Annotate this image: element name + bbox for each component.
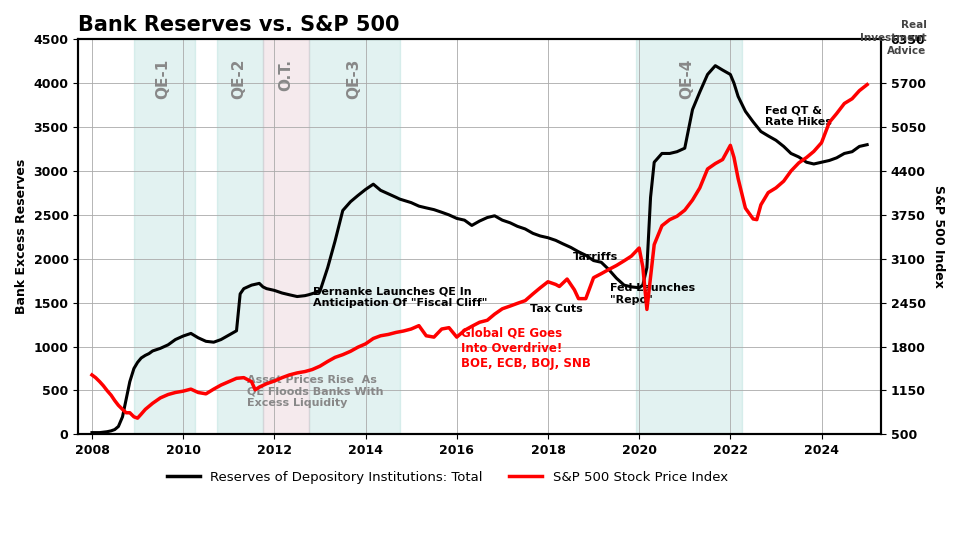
Text: Tarriffs: Tarriffs bbox=[573, 252, 618, 262]
Y-axis label: Bank Excess Reserves: Bank Excess Reserves bbox=[15, 159, 28, 315]
Bar bbox=[133, 39, 195, 435]
Text: O.T.: O.T. bbox=[278, 59, 293, 91]
Y-axis label: S&P 500 Index: S&P 500 Index bbox=[932, 185, 945, 288]
Text: QE-4: QE-4 bbox=[680, 59, 694, 99]
Text: Fed Launches
"Repo": Fed Launches "Repo" bbox=[610, 283, 695, 305]
Text: Tax Cuts: Tax Cuts bbox=[530, 304, 583, 314]
Text: QE-1: QE-1 bbox=[156, 59, 170, 99]
Text: QE-2: QE-2 bbox=[231, 59, 247, 99]
Bar bbox=[263, 39, 308, 435]
Text: Real
Investment
Advice: Real Investment Advice bbox=[860, 20, 926, 56]
Bar bbox=[308, 39, 399, 435]
Text: QE-3: QE-3 bbox=[347, 59, 362, 99]
Text: Asset Prices Rise  As
QE Floods Banks With
Excess Liquidity: Asset Prices Rise As QE Floods Banks Wit… bbox=[247, 375, 383, 408]
Bar bbox=[217, 39, 263, 435]
Bar bbox=[636, 39, 742, 435]
Text: Fed QT &
Rate Hikes: Fed QT & Rate Hikes bbox=[764, 106, 831, 127]
Legend: Reserves of Depository Institutions: Total, S&P 500 Stock Price Index: Reserves of Depository Institutions: Tot… bbox=[161, 465, 733, 489]
Text: Bernanke Launches QE In
Anticipation Of "Fiscal Cliff": Bernanke Launches QE In Anticipation Of … bbox=[313, 287, 488, 308]
Text: Global QE Goes
Into Overdrive!
BOE, ECB, BOJ, SNB: Global QE Goes Into Overdrive! BOE, ECB,… bbox=[462, 327, 591, 370]
Text: Bank Reserves vs. S&P 500: Bank Reserves vs. S&P 500 bbox=[79, 15, 399, 35]
